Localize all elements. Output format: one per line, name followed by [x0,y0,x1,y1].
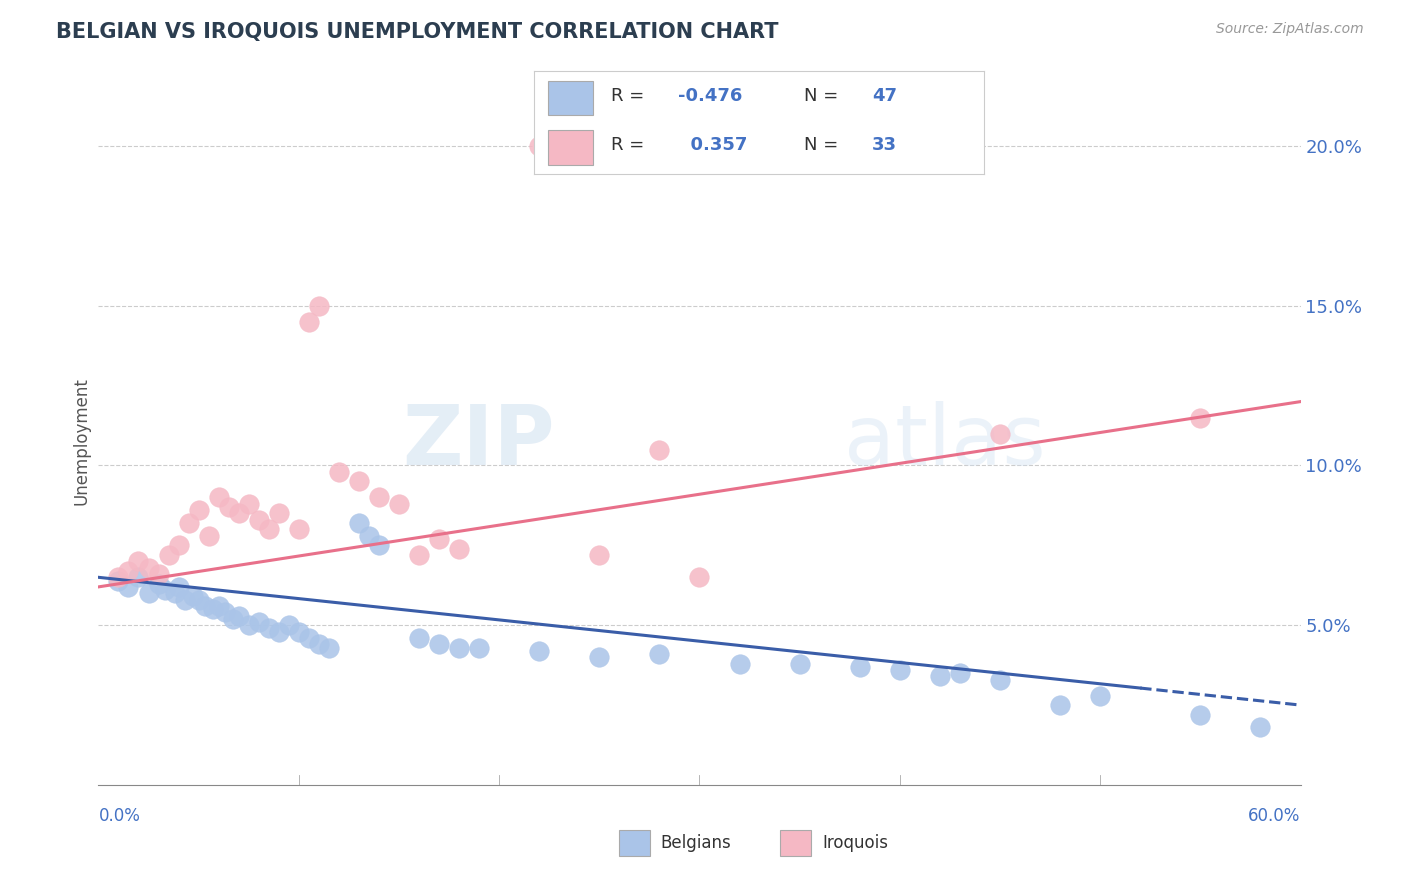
Text: Belgians: Belgians [661,834,731,852]
Point [308,299,330,313]
Point [1189,410,1212,425]
Point [128,554,150,568]
Point [849,659,872,673]
Point [201,602,224,616]
Point [117,564,139,578]
Point [238,497,260,511]
Point [447,640,470,655]
Point [138,586,160,600]
Text: 0.0%: 0.0% [98,807,141,825]
Point [194,599,217,613]
Point [138,560,160,574]
Text: ZIP: ZIP [402,401,555,482]
Point [214,606,236,620]
Point [427,637,450,651]
Point [107,574,129,588]
Text: 33: 33 [872,136,897,154]
Point [368,538,391,552]
Point [688,570,710,584]
Text: Source: ZipAtlas.com: Source: ZipAtlas.com [1216,22,1364,37]
Point [588,650,610,665]
Point [427,532,450,546]
Y-axis label: Unemployment: Unemployment [72,377,90,506]
Point [238,618,260,632]
Point [148,576,170,591]
Point [157,548,180,562]
Point [308,637,330,651]
Text: 0.357: 0.357 [678,136,748,154]
Point [789,657,811,671]
Point [208,599,231,613]
Point [128,570,150,584]
Text: N =: N = [804,136,844,154]
Point [107,570,129,584]
Point [163,586,186,600]
Point [929,669,952,683]
Point [148,567,170,582]
Text: 60.0%: 60.0% [1249,807,1301,825]
Text: 47: 47 [872,87,897,105]
Point [357,529,380,543]
Point [228,608,250,623]
Point [889,663,911,677]
Point [468,640,491,655]
Point [177,516,200,530]
Point [187,592,209,607]
Point [728,657,751,671]
Point [328,465,350,479]
Point [988,673,1011,687]
Point [988,426,1011,441]
Point [181,590,204,604]
Bar [548,130,593,165]
Point [368,491,391,505]
Point [408,548,430,562]
Point [949,666,972,681]
Point [117,580,139,594]
Point [1049,698,1071,712]
Text: Iroquois: Iroquois [823,834,889,852]
Point [1088,689,1111,703]
Text: atlas: atlas [844,401,1046,482]
Point [388,497,411,511]
Text: R =: R = [610,87,650,105]
Point [648,442,671,457]
Point [347,475,370,489]
Point [588,548,610,562]
Point [167,538,190,552]
Point [228,507,250,521]
Point [298,631,321,645]
Point [298,315,321,329]
Point [197,529,219,543]
Point [447,541,470,556]
Point [208,491,231,505]
Point [347,516,370,530]
Point [267,507,290,521]
Text: -0.476: -0.476 [678,87,742,105]
Point [529,644,551,658]
Point [288,522,311,536]
Point [1189,707,1212,722]
Point [267,624,290,639]
Point [221,612,243,626]
Text: N =: N = [804,87,844,105]
Point [167,580,190,594]
Text: BELGIAN VS IROQUOIS UNEMPLOYMENT CORRELATION CHART: BELGIAN VS IROQUOIS UNEMPLOYMENT CORRELA… [56,22,779,42]
Point [247,615,270,629]
Point [257,622,280,636]
Point [218,500,240,514]
Bar [548,80,593,115]
Point [1250,721,1272,735]
Point [187,503,209,517]
Text: R =: R = [610,136,650,154]
Point [257,522,280,536]
Point [153,583,176,598]
Point [529,139,551,153]
Point [318,640,340,655]
Point [408,631,430,645]
Point [288,624,311,639]
Point [648,647,671,661]
Point [247,513,270,527]
Point [173,592,195,607]
Point [277,618,299,632]
